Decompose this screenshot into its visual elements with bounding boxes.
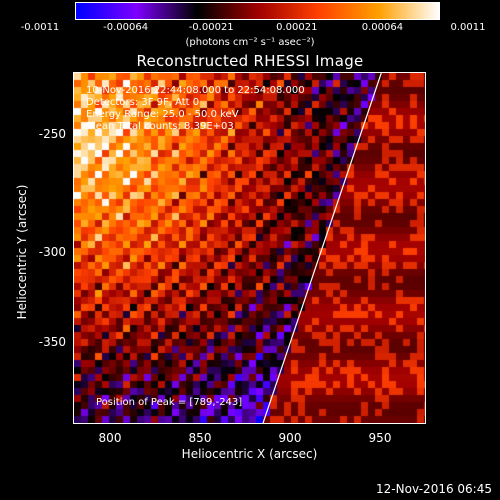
annotation-time-range: 10-Nov-2016 22:44:08.000 to 22:54:08.000 — [86, 85, 305, 96]
annotation-detectors: Detectors: 3F 9F, Att 0 — [86, 97, 200, 108]
colorbar-tick-label: 0.00021 — [276, 22, 318, 33]
colorbar-unit-label: (photons cm⁻² s⁻¹ asec⁻²) — [185, 37, 315, 48]
y-tick-label: -250 — [38, 127, 66, 141]
image-plot-area[interactable]: 10-Nov-2016 22:44:08.000 to 22:54:08.000… — [73, 72, 426, 424]
colorbar-tick-label: -0.00064 — [103, 22, 149, 33]
x-tick-label: 950 — [368, 431, 392, 445]
chart-title: Reconstructed RHESSI Image — [136, 52, 364, 70]
colorbar-tick-labels: -0.0011 -0.00064 -0.00021 0.00021 0.00064 0.0… — [0, 0, 500, 60]
colorbar-tick-label: 0.00064 — [361, 22, 404, 33]
x-tick-label: 850 — [188, 431, 212, 445]
annotation-peak: Position of Peak = [789,-243] — [96, 397, 243, 408]
annotation-energy: Energy Range: 25.0 - 50.0 keV — [86, 109, 239, 120]
x-tick-label: 800 — [98, 431, 122, 445]
colorbar — [75, 2, 440, 20]
colorbar-tick-label: -0.0011 — [20, 22, 60, 33]
limb-overlay — [262, 73, 382, 423]
heatmap-image — [74, 73, 425, 423]
y-axis-label: Heliocentric Y (arcsec) — [15, 184, 29, 320]
y-tick-label: -300 — [38, 245, 66, 259]
y-tick-label: -350 — [38, 335, 66, 349]
colorbar-tick-label: 0.0011 — [450, 22, 486, 33]
colorbar-tick-label: -0.00021 — [188, 22, 234, 33]
footer-timestamp: 12-Nov-2016 06:45 — [376, 482, 492, 496]
x-axis-label: Heliocentric X (arcsec) — [181, 447, 318, 461]
solar-limb-line — [262, 73, 382, 423]
x-tick-label: 900 — [278, 431, 302, 445]
annotation-clean: Clean Total counts: 8.39E+03 — [86, 121, 234, 132]
